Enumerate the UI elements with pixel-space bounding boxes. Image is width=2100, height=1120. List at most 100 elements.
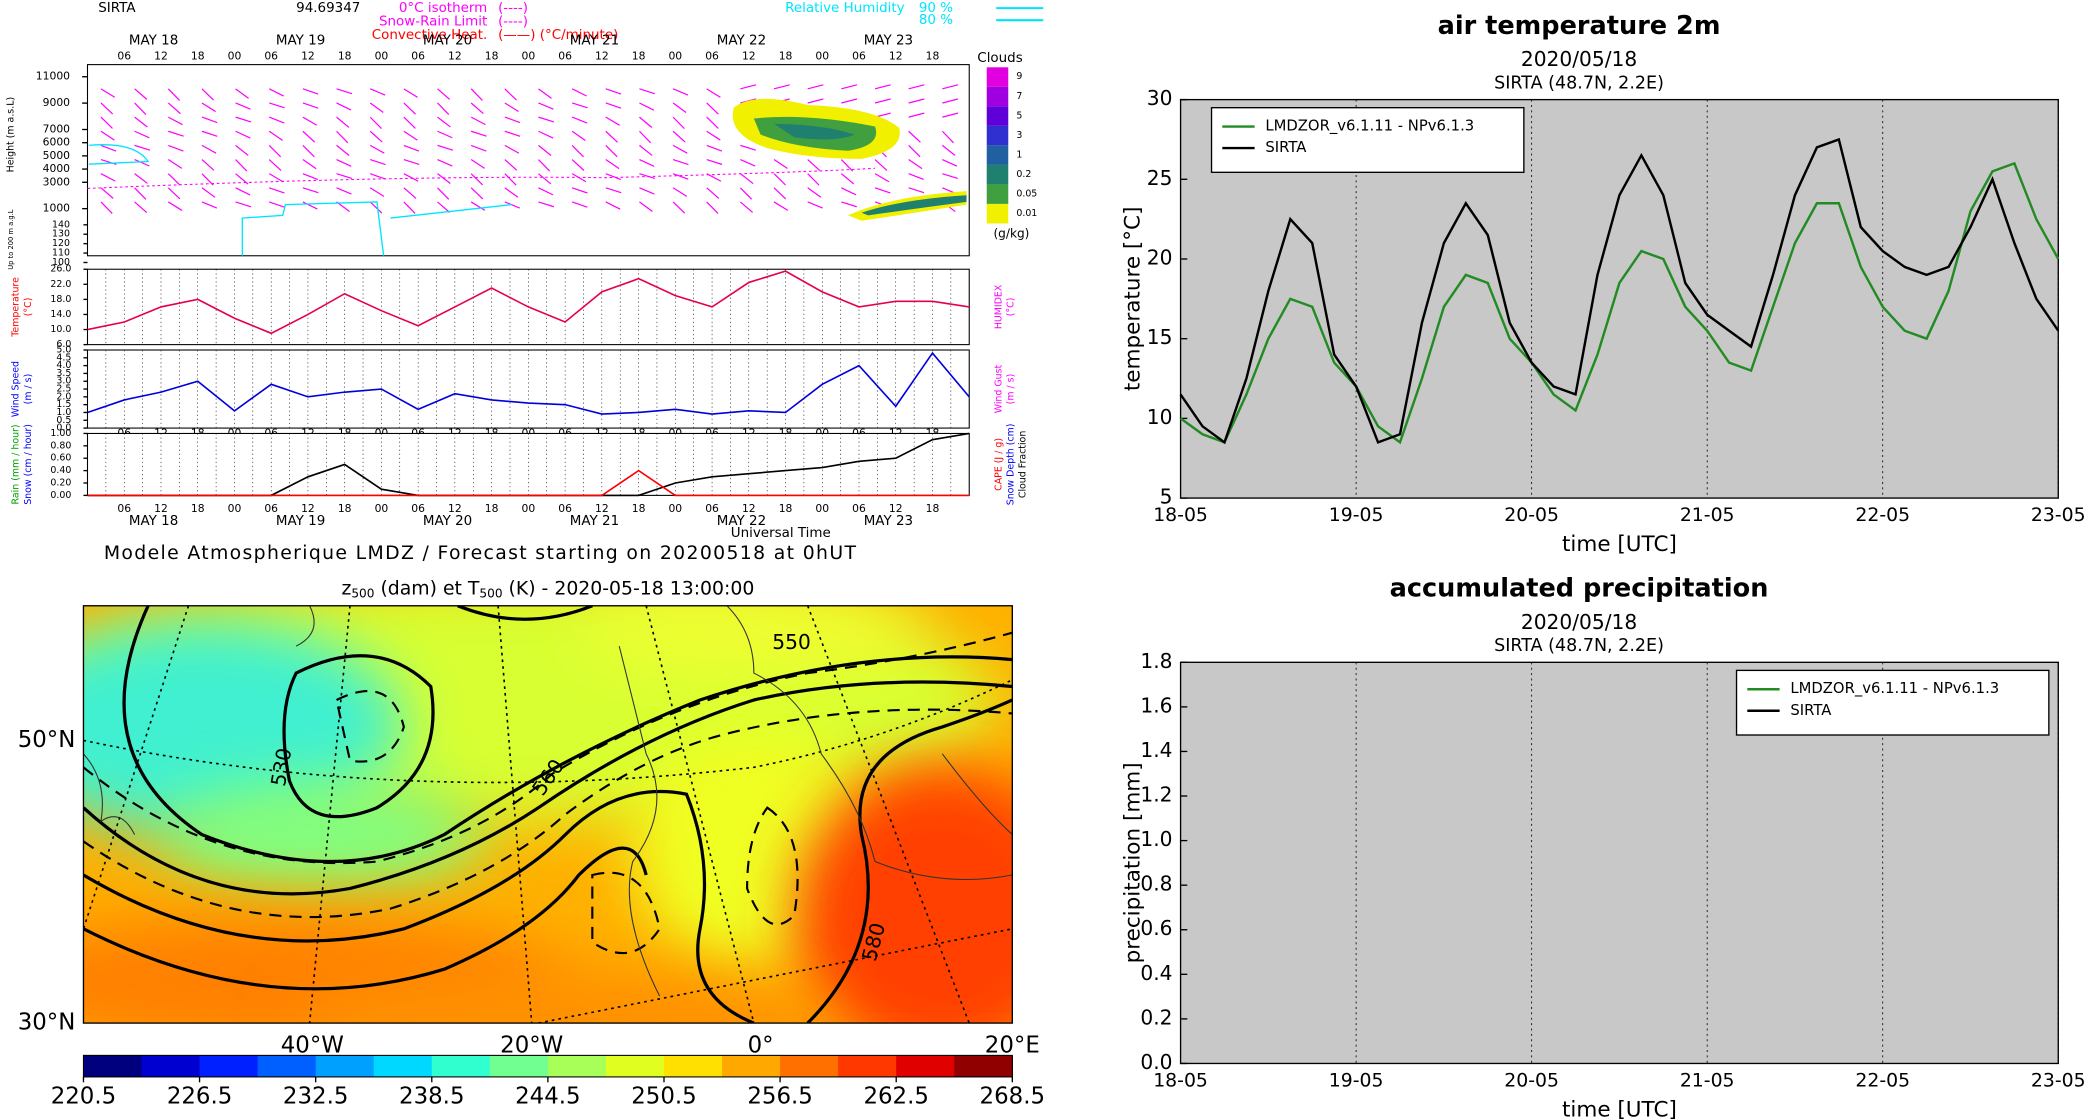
contour-label: 550 (772, 630, 811, 654)
lat-label: 30°N (18, 1010, 76, 1036)
wind-arrow (134, 173, 148, 184)
wind-arrow (639, 158, 655, 167)
clouds-swatch (986, 125, 1009, 146)
panel-tick-label: 1.0 (56, 407, 71, 418)
hour-label: 06 (852, 50, 866, 63)
wind-arrow (235, 116, 252, 123)
wind-arrow (908, 159, 923, 170)
day-label: MAY 18 (129, 514, 178, 529)
hour-label: 12 (448, 502, 462, 515)
height-tick-label: 7000 (43, 123, 71, 136)
contour-line (83, 789, 755, 1024)
wind-arrow (201, 144, 217, 154)
wind-arrow (369, 88, 386, 96)
wind-arrow (739, 201, 754, 213)
graticule (83, 605, 190, 930)
graticule (83, 679, 1013, 784)
x-axis-label: Universal Time (731, 526, 831, 541)
clouds-swatch (986, 86, 1009, 107)
hour-label: 06 (558, 50, 572, 63)
wind-arrow (369, 130, 383, 143)
hour-label: 00 (228, 50, 242, 63)
wind-arrow (302, 88, 319, 95)
legend-style: (----) (498, 1, 528, 16)
wind-arrow (740, 158, 756, 167)
panel-tick-label: 2.5 (56, 384, 71, 395)
wind-arrow (840, 173, 855, 185)
wind-arrow (538, 201, 555, 208)
wind-arrow (841, 201, 857, 208)
wind-arrow (807, 201, 823, 209)
panel-tick-label: 0.60 (50, 453, 71, 464)
panel-left-label: (°C) (23, 298, 34, 317)
wind-arrow (403, 173, 419, 182)
lon-label: 40°W (281, 1032, 344, 1058)
height-tick-label: 11000 (36, 70, 70, 83)
wind-arrow (134, 116, 148, 128)
cloud-panel (86, 64, 970, 257)
wind-arrow (470, 88, 483, 101)
wind-arrow (470, 201, 486, 211)
graticule (497, 605, 533, 1024)
panel-tick-label: 0.20 (50, 478, 71, 489)
wind-arrow (437, 173, 451, 184)
wind-arrow (874, 98, 891, 104)
wind-arrow (807, 84, 824, 90)
hour-label: 12 (595, 50, 609, 63)
wind-arrow (100, 102, 114, 115)
wind-arrow (908, 173, 924, 181)
wind-arrow (672, 201, 686, 214)
wind-arrow (302, 116, 318, 126)
panel-right-label: CAPE (J / g) (993, 438, 1004, 491)
day-label: MAY 22 (717, 514, 766, 529)
wind-arrow (908, 98, 925, 104)
panel-tick-label: 22.0 (50, 279, 71, 290)
wind-arrow (302, 144, 315, 158)
panel-frame (86, 432, 970, 496)
wind-arrow (201, 116, 218, 124)
chart-title: accumulated precipitation (1390, 574, 1769, 604)
wind-arrow (638, 130, 652, 144)
y-tick-label: 0.4 (1140, 961, 1172, 985)
wind-arrow (605, 201, 621, 210)
clouds-level: 0.05 (1016, 188, 1037, 199)
wind-arrow (639, 201, 653, 213)
wind-arrow (740, 173, 754, 185)
clouds-level: 1 (1016, 149, 1022, 160)
humidity-label: Relative Humidity (785, 1, 905, 16)
panel-right-label: Wind Gust (993, 364, 1004, 413)
panel-tick-label: 3.0 (56, 376, 71, 387)
colorbar-swatch (489, 1055, 549, 1077)
cloud-blob (861, 195, 967, 216)
wind-arrow (167, 201, 183, 211)
wind-arrow (369, 173, 386, 180)
wind-arrow (369, 116, 382, 130)
wind-arrow (302, 173, 319, 181)
wind-arrow (672, 102, 687, 114)
wind-arrow (403, 144, 420, 152)
wind-arrow (908, 84, 925, 90)
y-tick-label: 5 (1160, 485, 1173, 509)
legend-label: Snow-Rain Limit (379, 15, 487, 30)
hour-label: 18 (485, 50, 499, 63)
wind-arrow (706, 130, 721, 141)
wind-arrow (235, 187, 251, 196)
hour-label: 00 (375, 502, 389, 515)
hour-label: 06 (852, 502, 866, 515)
coastline (618, 646, 661, 997)
hour-label: 00 (522, 50, 536, 63)
wind-arrow (908, 112, 925, 118)
clouds-swatch (986, 145, 1009, 165)
hour-label: 00 (228, 502, 242, 515)
wind-arrow (235, 159, 248, 172)
panel-tick-label: 2.0 (56, 391, 71, 402)
wind-arrow (605, 173, 622, 181)
contour-dashed (591, 871, 661, 955)
wind-arrow (639, 102, 655, 111)
hour-label: 18 (191, 502, 205, 515)
colorbar-swatch (896, 1055, 955, 1077)
colorbar-tick-label: 226.5 (167, 1084, 232, 1110)
wind-arrow (942, 98, 959, 104)
wind-arrow (437, 88, 451, 100)
wind-arrow (672, 158, 689, 166)
